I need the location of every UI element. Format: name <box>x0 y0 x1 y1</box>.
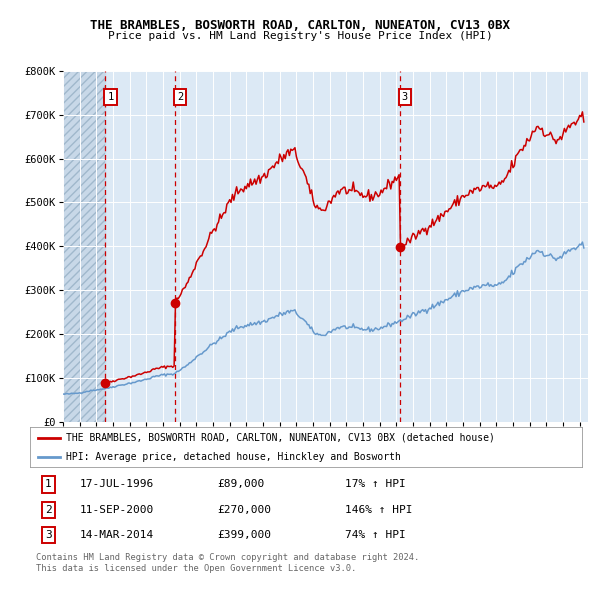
Text: 2: 2 <box>177 92 183 102</box>
Text: 11-SEP-2000: 11-SEP-2000 <box>80 504 154 514</box>
Text: Contains HM Land Registry data © Crown copyright and database right 2024.: Contains HM Land Registry data © Crown c… <box>36 553 419 562</box>
Text: This data is licensed under the Open Government Licence v3.0.: This data is licensed under the Open Gov… <box>36 564 356 573</box>
Polygon shape <box>63 71 106 422</box>
Text: 14-MAR-2014: 14-MAR-2014 <box>80 530 154 540</box>
Text: £399,000: £399,000 <box>218 530 272 540</box>
Text: Price paid vs. HM Land Registry's House Price Index (HPI): Price paid vs. HM Land Registry's House … <box>107 31 493 41</box>
Text: HPI: Average price, detached house, Hinckley and Bosworth: HPI: Average price, detached house, Hinc… <box>66 453 401 462</box>
Text: £89,000: £89,000 <box>218 480 265 489</box>
Text: 2: 2 <box>45 504 52 514</box>
Text: 3: 3 <box>402 92 408 102</box>
Text: 74% ↑ HPI: 74% ↑ HPI <box>344 530 406 540</box>
Text: £270,000: £270,000 <box>218 504 272 514</box>
Text: THE BRAMBLES, BOSWORTH ROAD, CARLTON, NUNEATON, CV13 0BX: THE BRAMBLES, BOSWORTH ROAD, CARLTON, NU… <box>90 19 510 32</box>
Text: THE BRAMBLES, BOSWORTH ROAD, CARLTON, NUNEATON, CV13 0BX (detached house): THE BRAMBLES, BOSWORTH ROAD, CARLTON, NU… <box>66 433 495 443</box>
Text: 17-JUL-1996: 17-JUL-1996 <box>80 480 154 489</box>
Text: 1: 1 <box>45 480 52 489</box>
Text: 3: 3 <box>45 530 52 540</box>
Text: 17% ↑ HPI: 17% ↑ HPI <box>344 480 406 489</box>
Text: 146% ↑ HPI: 146% ↑ HPI <box>344 504 412 514</box>
Text: 1: 1 <box>107 92 113 102</box>
